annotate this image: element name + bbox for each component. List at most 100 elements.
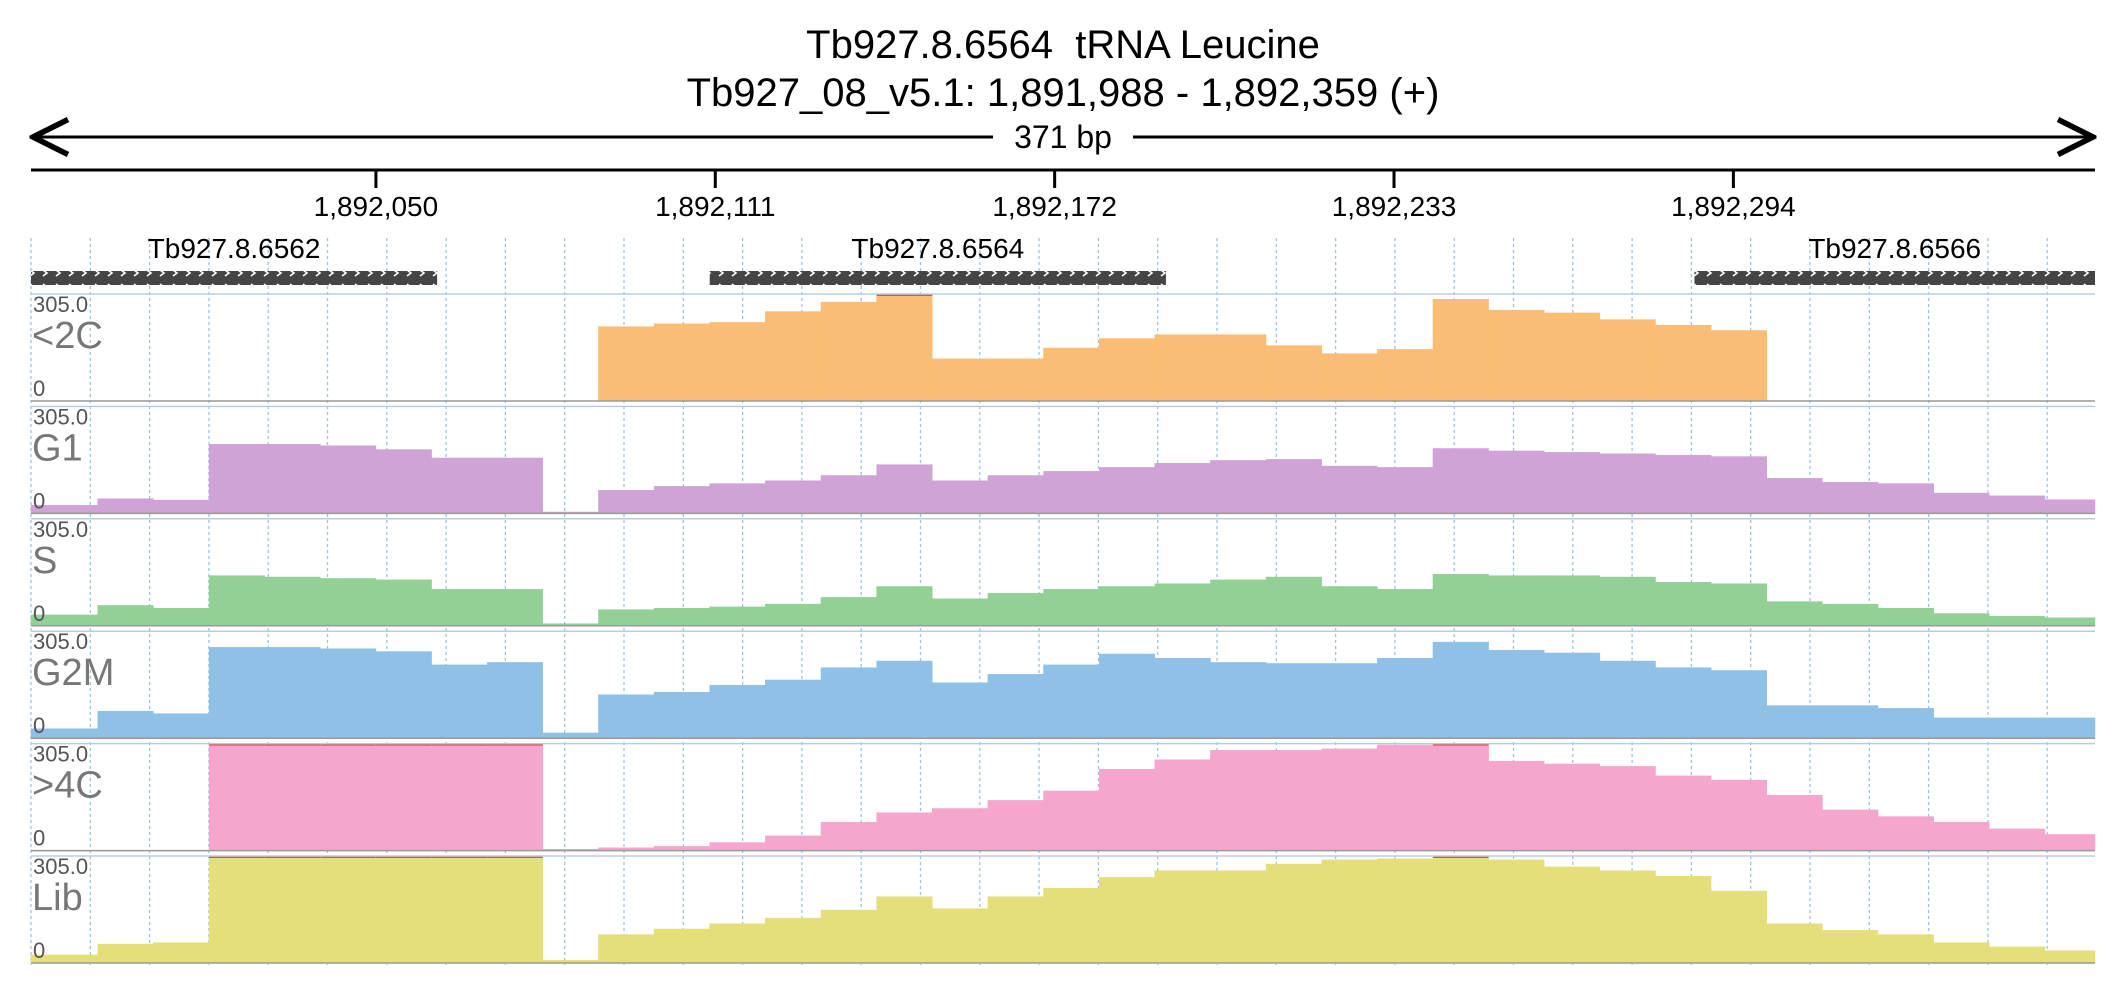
- coverage-bar: [1154, 657, 1211, 739]
- coverage-bar: [1543, 575, 1601, 627]
- y-tick-label: 0: [33, 376, 45, 401]
- track-name: G2M: [32, 652, 114, 694]
- coverage-bar: [653, 928, 710, 964]
- coverage-bar: [1710, 670, 1768, 739]
- coverage-bar: [264, 444, 321, 514]
- coverage-bar: [1043, 347, 1100, 402]
- coverage-bar: [1933, 821, 1990, 851]
- gene-label: Tb927.8.6562: [148, 233, 321, 264]
- coverage-bar: [598, 694, 655, 739]
- coverage-bar: [1488, 760, 1545, 851]
- coverage-bar: [1377, 349, 1434, 402]
- gene-feature: [31, 271, 438, 285]
- coverage-bar: [1043, 589, 1100, 627]
- coverage-bar: [709, 483, 766, 514]
- coverage-bar: [876, 586, 933, 627]
- coverage-bar: [1655, 775, 1712, 851]
- coverage-bar: [709, 322, 766, 402]
- coverage-bar: [1877, 934, 1934, 964]
- coverage-bar: [1265, 750, 1322, 851]
- coverage-bar: [987, 674, 1044, 739]
- coverage-bar: [1321, 353, 1378, 402]
- coverage-bar: [1710, 456, 1768, 514]
- coverage-bar: [1265, 863, 1322, 964]
- coverage-bar: [987, 475, 1044, 514]
- coverage-bar: [375, 651, 432, 739]
- coverage-bar: [765, 311, 822, 402]
- coverage-bar: [1599, 576, 1656, 627]
- coverage-bar: [653, 323, 710, 402]
- gene-feature: [709, 271, 1166, 285]
- x-tick-label: 1,892,050: [314, 191, 439, 222]
- coverage-bar: [820, 909, 877, 964]
- coverage-bar: [431, 743, 488, 851]
- coverage-bar: [1321, 586, 1378, 627]
- coverage-bar: [208, 743, 265, 851]
- coverage-bar: [987, 800, 1044, 851]
- coverage-bar: [97, 605, 154, 627]
- x-tick-label: 1,892,172: [992, 191, 1117, 222]
- coverage-bar: [375, 579, 432, 627]
- track-name: Lib: [32, 877, 83, 919]
- coverage-bar: [153, 608, 210, 627]
- coverage-bar: [709, 684, 766, 739]
- coverage-bar: [1432, 641, 1489, 739]
- coverage-bar: [1989, 616, 2046, 627]
- coverage-bar: [1154, 870, 1211, 964]
- coverage-bar: [264, 855, 321, 964]
- coverage-bar: [1321, 859, 1378, 964]
- coverage-bar: [1432, 855, 1489, 964]
- coverage-bar: [653, 691, 710, 739]
- coverage-bar: [2044, 499, 2096, 514]
- coverage-bar: [97, 943, 154, 964]
- coverage-bar: [709, 923, 766, 964]
- coverage-bar: [1877, 483, 1934, 514]
- coverage-bar: [2044, 834, 2096, 851]
- y-tick-label: 0: [33, 938, 45, 963]
- coverage-bar: [1766, 923, 1823, 964]
- coverage-bar: [375, 855, 432, 964]
- coverage-bar: [765, 917, 822, 964]
- y-tick-label: 305.0: [33, 292, 88, 317]
- coverage-bar: [1655, 667, 1712, 739]
- coverage-bar: [486, 589, 544, 627]
- coverage-bar: [932, 808, 989, 851]
- coverage-bar: [1098, 768, 1156, 851]
- coverage-bar: [1822, 809, 1879, 851]
- coverage-bar: [1210, 750, 1267, 851]
- coverage-bar: [2044, 717, 2096, 739]
- coverage-bar: [208, 444, 265, 514]
- coverage-bar: [876, 896, 933, 964]
- coverage-bar: [598, 934, 655, 964]
- coverage-bar: [153, 713, 210, 739]
- coverage-bar: [1098, 338, 1156, 402]
- coverage-bar: [1655, 454, 1712, 514]
- coverage-bar: [1265, 345, 1322, 402]
- coverage-bar: [1377, 657, 1434, 739]
- y-tick-label: 0: [33, 826, 45, 851]
- coverage-bar: [1321, 663, 1378, 739]
- coverage-bar: [486, 457, 544, 514]
- coverage-bar: [1098, 586, 1156, 627]
- coverage-bar: [598, 326, 655, 402]
- coverage-bar: [1488, 649, 1545, 739]
- coverage-bar: [1432, 448, 1489, 514]
- gene-label: Tb927.8.6564: [851, 233, 1024, 264]
- coverage-bar: [1933, 613, 1990, 627]
- coverage-bar: [932, 480, 989, 514]
- track-name: >4C: [32, 765, 103, 807]
- coverage-bar: [208, 575, 265, 627]
- coverage-bar: [1488, 859, 1545, 964]
- y-tick-label: 305.0: [33, 742, 88, 767]
- coverage-bar: [987, 896, 1044, 964]
- coverage-bar: [1599, 319, 1656, 402]
- coverage-bar: [1710, 330, 1768, 402]
- coverage-bar: [932, 598, 989, 627]
- coverage-bar: [1265, 576, 1322, 627]
- coverage-bar: [1543, 652, 1601, 739]
- coverage-bar: [486, 855, 544, 964]
- coverage-bar: [820, 301, 877, 402]
- coverage-bar: [264, 647, 321, 739]
- y-tick-label: 305.0: [33, 404, 88, 429]
